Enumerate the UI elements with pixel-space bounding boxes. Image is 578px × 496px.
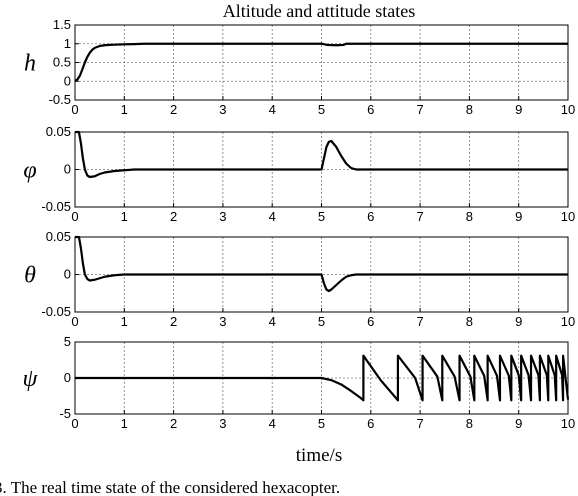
x-tick-label: 8 bbox=[466, 209, 473, 224]
x-tick-label: 2 bbox=[170, 209, 177, 224]
y-axis-label: θ bbox=[24, 263, 36, 289]
series-line bbox=[75, 235, 568, 293]
y-tick-label: 0 bbox=[64, 73, 71, 88]
x-tick-label: 6 bbox=[367, 314, 374, 329]
x-tick-label: 5 bbox=[318, 416, 325, 431]
y-tick-label: 0.5 bbox=[53, 55, 71, 70]
x-tick-label: 7 bbox=[416, 209, 423, 224]
x-tick-label: 5 bbox=[318, 209, 325, 224]
x-tick-label: 4 bbox=[269, 314, 276, 329]
x-tick-label: 6 bbox=[367, 209, 374, 224]
y-tick-label: -0.05 bbox=[41, 199, 71, 214]
x-tick-label: 4 bbox=[269, 209, 276, 224]
series-line bbox=[74, 42, 568, 83]
x-tick-label: 1 bbox=[121, 102, 128, 117]
y-tick-label: 1 bbox=[64, 36, 71, 51]
x-tick-label: 7 bbox=[416, 102, 423, 117]
subplots: 0 1 2 3 4 5 6 7 8 9 10-0.500.511.5h0 1 2 3 4 5 6 7 8 9 10-0.… bbox=[23, 17, 576, 431]
x-tick-label: 3 bbox=[219, 209, 226, 224]
series-line bbox=[75, 354, 570, 402]
x-tick-label: 2 bbox=[170, 102, 177, 117]
x-tick-label: 10 bbox=[561, 416, 575, 431]
x-tick-label: 2 bbox=[170, 314, 177, 329]
x-tick-label: 9 bbox=[515, 416, 522, 431]
x-tick-label: 9 bbox=[515, 102, 522, 117]
x-tick-label: 4 bbox=[269, 416, 276, 431]
x-tick-label: 9 bbox=[515, 209, 522, 224]
x-tick-label: 5 bbox=[318, 102, 325, 117]
y-tick-label: 0 bbox=[64, 267, 71, 282]
y-axis-label: h bbox=[24, 51, 36, 77]
x-tick-label: 2 bbox=[170, 416, 177, 431]
x-tick-label: 0 bbox=[71, 416, 78, 431]
y-tick-label: 0 bbox=[64, 370, 71, 385]
x-tick-label: 0 bbox=[71, 314, 78, 329]
x-tick-label: 6 bbox=[367, 102, 374, 117]
y-tick-label: 1.5 bbox=[53, 17, 71, 32]
y-tick-label: 0.05 bbox=[46, 229, 71, 244]
x-tick-label: 3 bbox=[219, 102, 226, 117]
x-tick-label: 10 bbox=[561, 209, 575, 224]
series-line bbox=[75, 130, 568, 179]
x-tick-label: 1 bbox=[121, 314, 128, 329]
y-tick-label: -0.5 bbox=[49, 92, 71, 107]
x-tick-label: 0 bbox=[71, 209, 78, 224]
subplot-0: 0 1 2 3 4 5 6 7 8 9 10-0.500.511.5h bbox=[24, 17, 575, 117]
x-tick-label: 3 bbox=[219, 314, 226, 329]
x-tick-label: 6 bbox=[367, 416, 374, 431]
y-tick-label: -5 bbox=[59, 406, 71, 421]
x-tick-label: 0 bbox=[71, 102, 78, 117]
y-tick-label: 0.05 bbox=[46, 124, 71, 139]
x-axis-label: time/s bbox=[296, 445, 342, 466]
figure-caption: 3. The real time state of the considered… bbox=[0, 478, 340, 496]
x-tick-label: 8 bbox=[466, 416, 473, 431]
y-tick-label: 0 bbox=[64, 162, 71, 177]
x-tick-label: 10 bbox=[561, 102, 575, 117]
x-tick-label: 10 bbox=[561, 314, 575, 329]
x-tick-label: 3 bbox=[219, 416, 226, 431]
x-tick-label: 7 bbox=[416, 416, 423, 431]
x-tick-label: 1 bbox=[121, 209, 128, 224]
x-tick-label: 1 bbox=[121, 416, 128, 431]
x-tick-label: 7 bbox=[416, 314, 423, 329]
y-tick-label: -0.05 bbox=[41, 304, 71, 319]
y-axis-label: ψ bbox=[23, 366, 39, 392]
x-tick-label: 4 bbox=[269, 102, 276, 117]
x-tick-label: 8 bbox=[466, 314, 473, 329]
x-tick-label: 9 bbox=[515, 314, 522, 329]
y-axis-label: φ bbox=[23, 158, 36, 184]
figure-title: Altitude and attitude states bbox=[223, 1, 415, 21]
y-tick-label: 5 bbox=[64, 334, 71, 349]
x-tick-label: 5 bbox=[318, 314, 325, 329]
x-tick-label: 8 bbox=[466, 102, 473, 117]
